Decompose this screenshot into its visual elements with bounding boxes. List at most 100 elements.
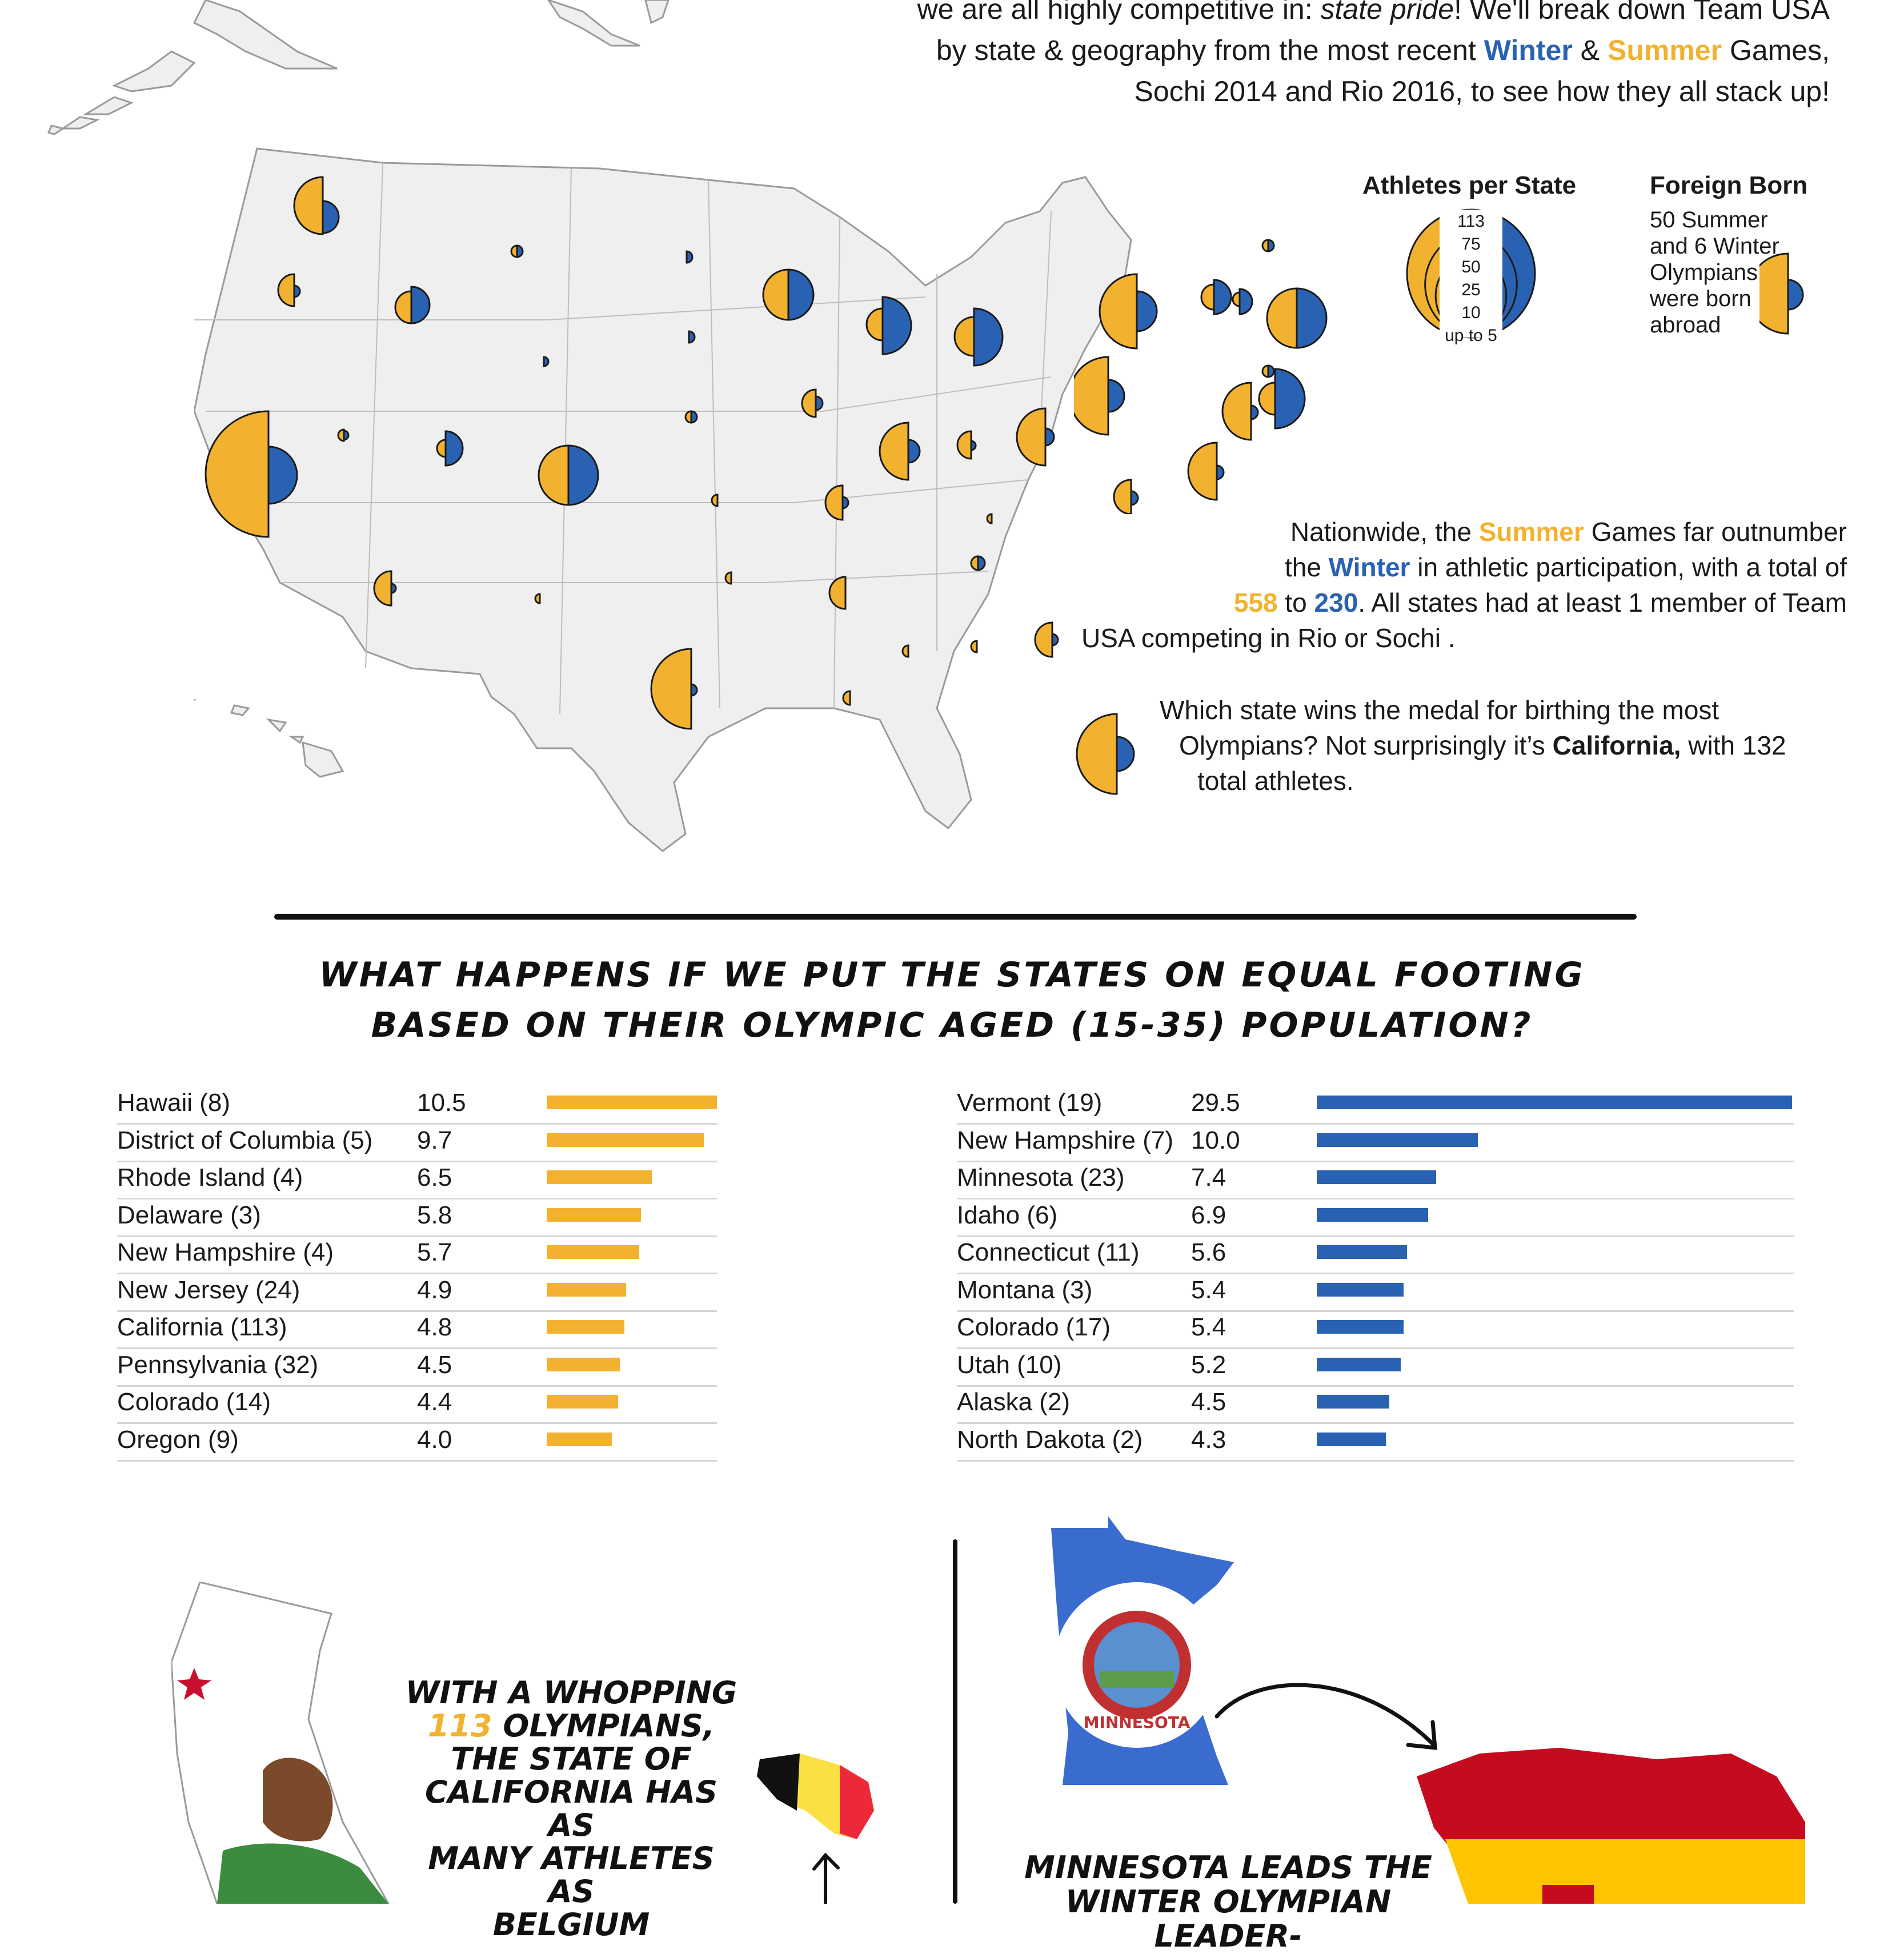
legend-athletes-title: Athletes per State — [1362, 171, 1577, 199]
bar-row: California (113) 4.8 — [117, 1310, 717, 1349]
hawaii-islands — [194, 699, 344, 778]
intro-paragraph: we are all highly competitive in: state … — [917, 0, 1830, 107]
bar-category-label: Utah (10) — [957, 1350, 1062, 1379]
bar-row: New Hampshire (4) 5.7 — [117, 1235, 717, 1274]
bar-value-label: 4.0 — [417, 1425, 452, 1454]
bar — [1317, 1096, 1792, 1109]
legend-size-10: 10 — [1461, 303, 1481, 322]
legend-size-113: 113 — [1457, 212, 1485, 231]
bar — [1317, 1133, 1478, 1147]
us-map — [194, 147, 1135, 852]
bar-row: Hawaii (8) 10.5 — [117, 1085, 717, 1125]
winter-ranking-chart: Vermont (19) 29.5 New Hampshire (7) 10.0 Min… — [957, 1085, 1794, 1474]
bar-row: Utah (10) 5.2 — [957, 1347, 1794, 1387]
bar-value-label: 10.0 — [1191, 1126, 1240, 1154]
bar — [547, 1432, 612, 1446]
minnesota-flag-map: MINNESOTA — [1051, 1516, 1234, 1785]
bar — [1317, 1245, 1407, 1259]
bar-row: Colorado (17) 5.4 — [957, 1310, 1794, 1349]
bar-value-label: 4.3 — [1191, 1425, 1226, 1454]
spain-flag-map — [1417, 1748, 1805, 1904]
summer-ranking-chart: Hawaii (8) 10.5 District of Columbia (5) 9.… — [117, 1085, 717, 1474]
bar-value-label: 5.2 — [1191, 1350, 1226, 1379]
nationwide-paragraph: Nationwide, the Summer Games far outnumb… — [1081, 517, 1847, 653]
bar-category-label: Pennsylvania (32) — [117, 1350, 319, 1379]
bar-category-label: Colorado (14) — [117, 1388, 271, 1416]
california-question: Which state wins the medal for birthing … — [1160, 695, 1786, 796]
california-flag-map — [171, 1582, 390, 1904]
curved-arrow-icon — [1214, 1683, 1437, 1750]
bar-row: Minnesota (23) 7.4 — [957, 1160, 1794, 1199]
bar — [547, 1282, 627, 1297]
legend-foreign-pie — [1759, 252, 1804, 335]
bar-row: New Hampshire (7) 10.0 — [957, 1123, 1794, 1162]
bar-category-label: New Hampshire (4) — [117, 1238, 334, 1266]
up-arrow-icon — [812, 1852, 840, 1904]
bar-category-label: New Hampshire (7) — [957, 1126, 1173, 1154]
bar-value-label: 10.5 — [417, 1089, 466, 1117]
bar — [547, 1096, 717, 1109]
bar — [1317, 1320, 1404, 1334]
bar — [547, 1395, 618, 1409]
bar-row: North Dakota (2) 4.3 — [957, 1422, 1794, 1462]
section-divider — [274, 914, 1637, 920]
bar-value-label: 4.4 — [417, 1388, 452, 1416]
bar-value-label: 4.8 — [417, 1313, 452, 1341]
minnesota-seal-label: MINNESOTA — [1084, 1713, 1190, 1732]
bar-value-label: 6.9 — [1191, 1201, 1226, 1229]
bar — [1317, 1432, 1386, 1446]
minnesota-callout: Minnesota leads the winter olympian lead… — [1024, 1849, 1432, 1954]
state-pies — [205, 176, 1135, 795]
bar-value-label: 4.5 — [417, 1350, 452, 1379]
legend-foreign-title: Foreign Born — [1650, 171, 1808, 199]
bar-category-label: District of Columbia (5) — [117, 1126, 373, 1154]
bar — [1317, 1282, 1404, 1297]
bar — [547, 1133, 704, 1147]
bar-row: Connecticut (11) 5.6 — [957, 1235, 1794, 1274]
bar-value-label: 4.5 — [1191, 1388, 1226, 1416]
bar-category-label: Oregon (9) — [117, 1425, 239, 1454]
bar-value-label: 4.9 — [417, 1275, 452, 1304]
legend-size-25: 25 — [1461, 280, 1481, 299]
bar-row: Oregon (9) 4.0 — [117, 1422, 717, 1462]
bar-row: Idaho (6) 6.9 — [957, 1198, 1794, 1237]
bar-category-label: Hawaii (8) — [117, 1089, 231, 1117]
bar-row: Delaware (3) 5.8 — [117, 1198, 717, 1237]
bar — [547, 1245, 639, 1259]
bar-value-label: 5.8 — [417, 1201, 452, 1229]
bar-row: Rhode Island (4) 6.5 — [117, 1160, 717, 1199]
bar-value-label: 5.4 — [1191, 1275, 1226, 1304]
bar — [547, 1320, 625, 1334]
legend-size-50: 50 — [1461, 258, 1481, 276]
legend-size-75: 75 — [1461, 235, 1481, 254]
bar-category-label: Montana (3) — [957, 1275, 1093, 1304]
bar — [1317, 1357, 1401, 1371]
bar — [1317, 1170, 1436, 1184]
bar-row: Montana (3) 5.4 — [957, 1273, 1794, 1312]
bar-value-label: 6.5 — [417, 1163, 452, 1191]
bar-value-label: 9.7 — [417, 1126, 452, 1154]
bar-row: District of Columbia (5) 9.7 — [117, 1123, 717, 1162]
legend-size-labels: 113 75 50 25 10 up to 5 — [1440, 210, 1502, 347]
bar-row: Colorado (14) 4.4 — [117, 1385, 717, 1424]
bar — [547, 1357, 620, 1371]
bar — [547, 1207, 641, 1222]
bar-category-label: Connecticut (11) — [957, 1238, 1140, 1266]
bar-value-label: 29.5 — [1191, 1089, 1240, 1117]
bar-row: New Jersey (24) 4.9 — [117, 1273, 717, 1312]
bar — [1317, 1207, 1428, 1222]
bar — [547, 1170, 652, 1184]
bar-category-label: Rhode Island (4) — [117, 1163, 303, 1191]
bar-category-label: Idaho (6) — [957, 1201, 1058, 1229]
bottom-divider — [953, 1539, 957, 1904]
belgium-flag-map — [757, 1754, 874, 1839]
bar-value-label: 7.4 — [1191, 1163, 1226, 1191]
bar-category-label: Vermont (19) — [957, 1089, 1103, 1117]
bar-category-label: Minnesota (23) — [957, 1163, 1125, 1191]
east-coast-pies — [1074, 239, 1328, 514]
california-callout: With a whopping 113 Olympians, The state… — [405, 1675, 737, 1943]
bar-row: Pennsylvania (32) 4.5 — [117, 1347, 717, 1387]
bar-category-label: Alaska (2) — [957, 1388, 1071, 1416]
red-star-icon — [177, 1668, 211, 1700]
section-heading-line2: based on their Olympic aged (15-35) popu… — [371, 1005, 1533, 1045]
